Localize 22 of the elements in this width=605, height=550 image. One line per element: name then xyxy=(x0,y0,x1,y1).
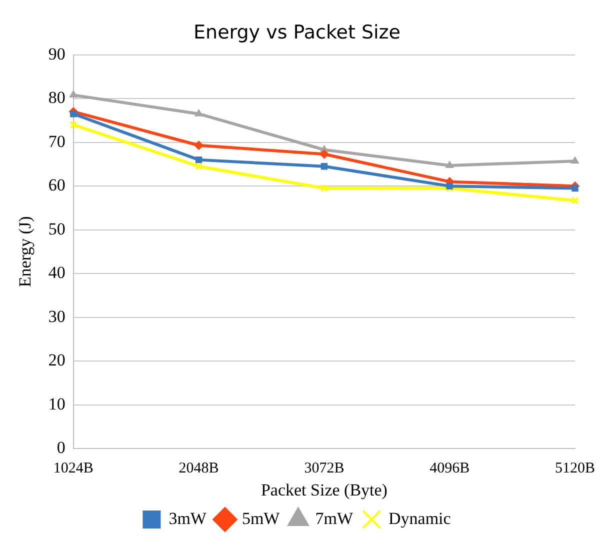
x-tick-label: 1024B xyxy=(53,460,94,477)
legend-label: 3mW xyxy=(168,508,208,528)
y-tick-label: 10 xyxy=(48,394,66,414)
legend-label: 5mW xyxy=(242,508,281,528)
x-axis-title: Packet Size (Byte) xyxy=(260,480,388,500)
y-tick-label: 60 xyxy=(48,176,66,195)
legend-label: 7mW xyxy=(315,508,354,528)
y-tick-label: 50 xyxy=(48,219,66,238)
y-axis-title: Energy (J) xyxy=(16,216,35,288)
legend-label: Dynamic xyxy=(388,508,452,528)
x-tick-label: 2048B xyxy=(178,460,219,477)
y-tick-label: 30 xyxy=(48,306,66,326)
x-tick-label: 3072B xyxy=(304,460,344,477)
x-tick-label: 5120B xyxy=(554,460,596,477)
y-tick-label: 0 xyxy=(56,438,66,458)
x-tick-label: 4096B xyxy=(430,460,470,477)
y-tick-label: 70 xyxy=(48,132,66,151)
chart-title: Energy vs Packet Size xyxy=(194,21,400,44)
y-tick-label: 80 xyxy=(48,88,66,108)
y-tick-label: 20 xyxy=(48,350,66,370)
y-tick-label: 40 xyxy=(48,263,66,282)
y-tick-label: 90 xyxy=(48,44,66,64)
